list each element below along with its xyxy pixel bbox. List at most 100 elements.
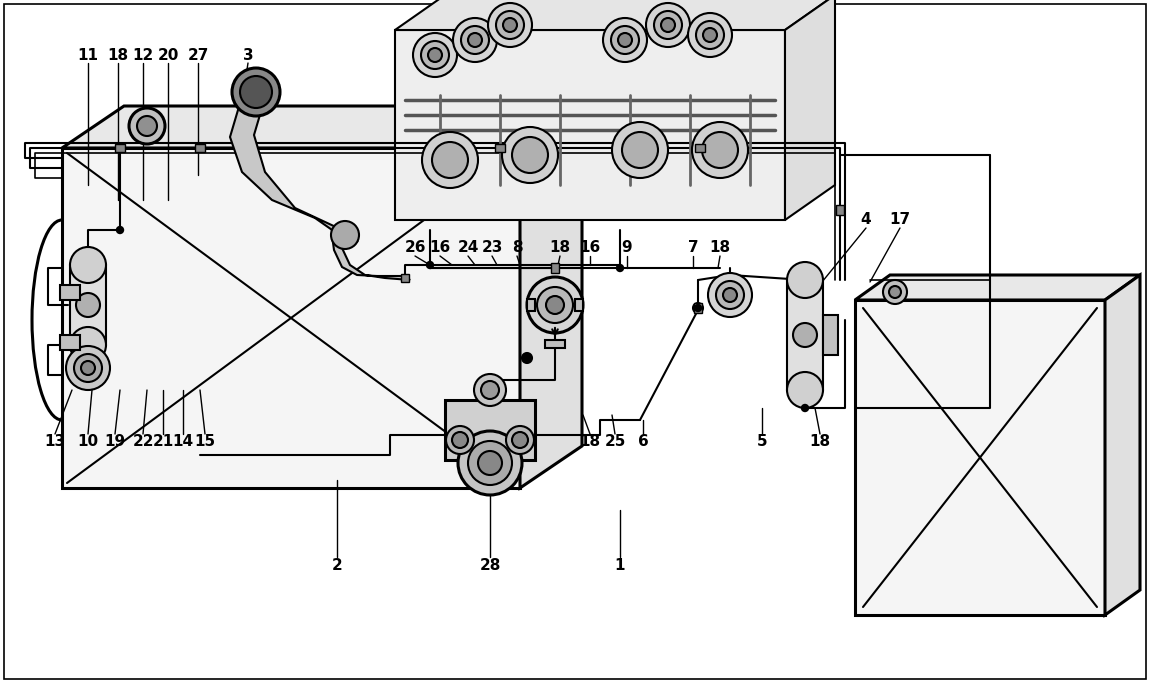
Bar: [60, 335, 80, 350]
Circle shape: [527, 277, 583, 333]
Text: 7: 7: [688, 240, 698, 255]
Text: 15: 15: [194, 434, 215, 449]
Circle shape: [696, 21, 724, 49]
Circle shape: [422, 132, 478, 188]
Bar: [836, 205, 844, 215]
Text: 28: 28: [480, 557, 500, 572]
Circle shape: [453, 18, 497, 62]
Bar: [527, 299, 535, 311]
Circle shape: [503, 18, 518, 32]
Circle shape: [478, 451, 503, 475]
Bar: [115, 144, 125, 152]
Circle shape: [522, 353, 532, 363]
Text: 13: 13: [45, 434, 66, 449]
Circle shape: [716, 281, 744, 309]
Circle shape: [428, 48, 442, 62]
Bar: [551, 263, 559, 273]
Bar: [196, 144, 205, 152]
Text: 12: 12: [132, 48, 154, 63]
Text: 5: 5: [757, 434, 767, 449]
Bar: [401, 274, 409, 282]
Text: 18: 18: [810, 434, 830, 449]
Circle shape: [66, 346, 110, 390]
PathPatch shape: [332, 233, 411, 280]
Circle shape: [474, 374, 506, 406]
Circle shape: [488, 3, 532, 47]
Circle shape: [458, 431, 522, 495]
Bar: [60, 285, 80, 300]
Circle shape: [70, 327, 106, 363]
Circle shape: [129, 108, 164, 144]
Circle shape: [654, 11, 682, 39]
Circle shape: [802, 404, 808, 411]
Circle shape: [413, 33, 457, 77]
Circle shape: [432, 142, 468, 178]
Circle shape: [622, 132, 658, 168]
Circle shape: [503, 127, 558, 183]
Circle shape: [883, 280, 907, 304]
Polygon shape: [1105, 275, 1140, 615]
Circle shape: [618, 33, 633, 47]
Polygon shape: [854, 275, 1140, 300]
Circle shape: [546, 296, 564, 314]
Text: 3: 3: [243, 48, 253, 63]
Bar: [695, 144, 705, 152]
Text: 18: 18: [580, 434, 600, 449]
Polygon shape: [62, 148, 520, 488]
Circle shape: [661, 18, 675, 32]
Text: 24: 24: [458, 240, 478, 255]
Circle shape: [889, 286, 900, 298]
Text: 18: 18: [107, 48, 129, 63]
Circle shape: [421, 41, 448, 69]
Text: 27: 27: [187, 48, 208, 63]
Text: 23: 23: [482, 240, 503, 255]
Text: 26: 26: [405, 240, 426, 255]
Polygon shape: [785, 0, 835, 220]
Text: 22: 22: [132, 434, 154, 449]
Circle shape: [708, 273, 752, 317]
Text: 9: 9: [622, 240, 633, 255]
Bar: [693, 303, 701, 313]
Circle shape: [232, 68, 279, 116]
Text: 14: 14: [172, 434, 193, 449]
Circle shape: [702, 132, 738, 168]
Circle shape: [703, 28, 716, 42]
Circle shape: [611, 26, 639, 54]
Circle shape: [70, 247, 106, 283]
Circle shape: [74, 354, 102, 382]
Circle shape: [452, 432, 468, 448]
Circle shape: [787, 372, 823, 408]
Text: 17: 17: [889, 212, 911, 227]
Text: 8: 8: [512, 240, 522, 255]
Text: 2: 2: [331, 557, 343, 572]
Circle shape: [331, 221, 359, 249]
Bar: [70, 265, 106, 345]
Circle shape: [76, 293, 100, 317]
Circle shape: [688, 13, 733, 57]
Text: 18: 18: [710, 240, 730, 255]
Polygon shape: [520, 106, 582, 488]
Circle shape: [137, 116, 158, 136]
Circle shape: [723, 288, 737, 302]
Polygon shape: [62, 106, 582, 148]
Circle shape: [603, 18, 647, 62]
Bar: [787, 280, 823, 390]
Circle shape: [81, 361, 95, 375]
Circle shape: [692, 122, 748, 178]
Circle shape: [693, 303, 703, 313]
Bar: [823, 315, 838, 355]
Bar: [445, 400, 535, 460]
Bar: [545, 340, 565, 348]
Text: 20: 20: [158, 48, 178, 63]
Polygon shape: [854, 300, 1105, 615]
Circle shape: [116, 227, 123, 234]
Bar: [575, 299, 583, 311]
Circle shape: [787, 262, 823, 298]
Text: 1: 1: [615, 557, 626, 572]
Circle shape: [793, 323, 816, 347]
Circle shape: [512, 432, 528, 448]
Circle shape: [537, 287, 573, 323]
Text: 18: 18: [550, 240, 570, 255]
Text: 11: 11: [77, 48, 99, 63]
Text: 4: 4: [860, 212, 872, 227]
